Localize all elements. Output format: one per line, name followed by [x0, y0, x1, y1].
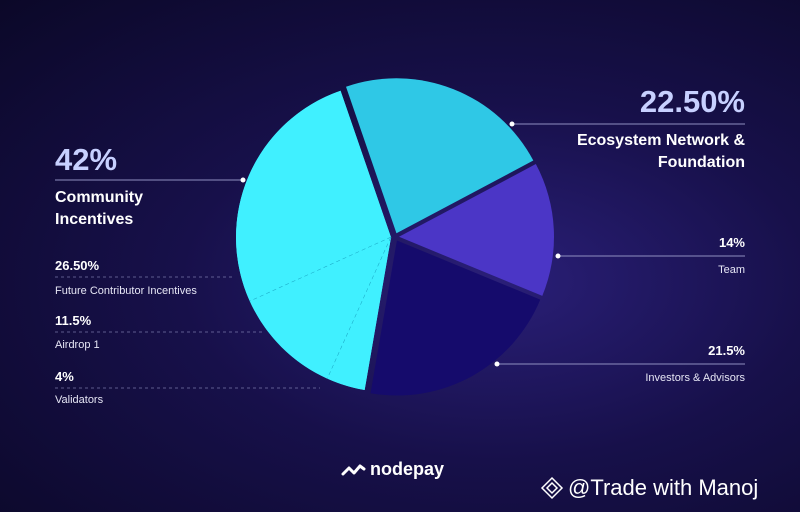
watermark: @Trade with Manoj [568, 475, 759, 500]
leader-dot [494, 361, 500, 367]
leader-dot [555, 253, 561, 259]
value-label: 11.5% [55, 313, 92, 328]
pie-sub-slice [249, 237, 392, 379]
leader-dot [240, 177, 246, 183]
value-label: 42% [55, 142, 118, 177]
pie [236, 78, 554, 396]
leader-dot [509, 121, 515, 127]
category-label: Future Contributor Incentives [55, 285, 197, 297]
category-label: Investors & Advisors [645, 372, 745, 384]
pie-slice [370, 240, 541, 396]
leader-lines [55, 123, 745, 389]
category-label: Community Incentives [55, 189, 143, 228]
pie-sub-slice [236, 90, 392, 302]
watermark-logo [540, 476, 564, 500]
value-label: 4% [55, 369, 74, 384]
value-label: 21.5% [708, 343, 745, 358]
brand: nodepay [370, 459, 445, 479]
value-label: 14% [718, 235, 745, 250]
category-label: Team [718, 264, 745, 276]
value-label: 22.50% [639, 84, 745, 119]
brand-logo [341, 464, 366, 476]
pie-slice [346, 78, 534, 234]
pie-slice [398, 164, 554, 296]
pie-sub-slice [327, 237, 392, 391]
leader-dots [240, 121, 561, 367]
value-label: 26.50% [55, 258, 100, 273]
category-label: Airdrop 1 [55, 339, 100, 351]
category-label: Ecosystem Network & Foundation [576, 132, 745, 171]
category-label: Validators [55, 394, 104, 406]
